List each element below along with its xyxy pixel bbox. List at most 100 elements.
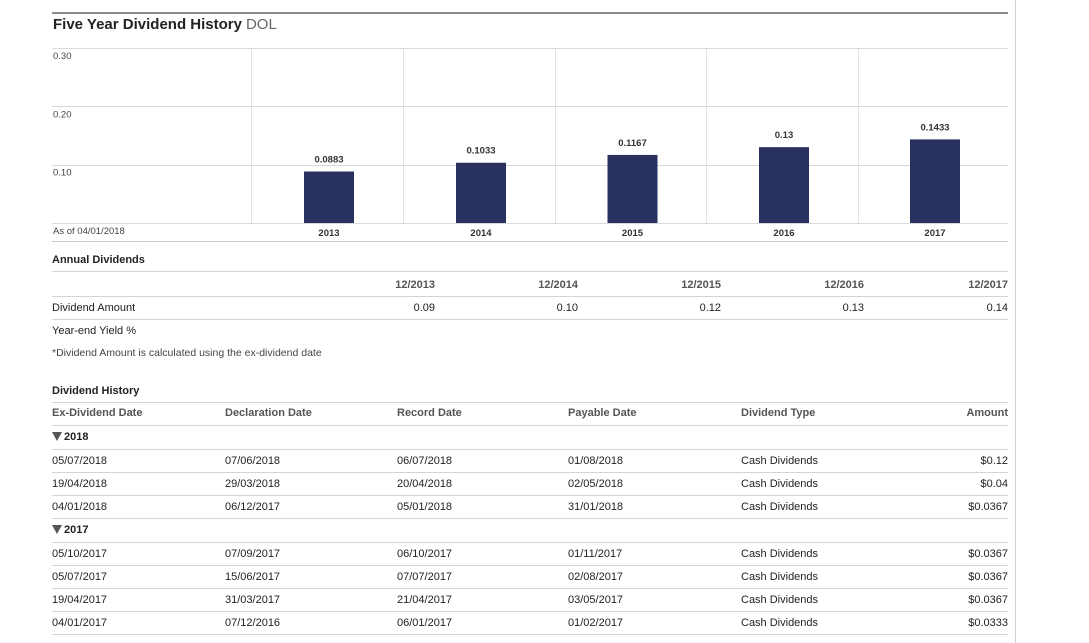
history-cell: 04/01/2018	[52, 501, 108, 513]
annual-dividends-heading: Annual Dividends	[52, 254, 145, 266]
row-divider	[52, 271, 1008, 272]
history-cell: Cash Dividends	[741, 617, 819, 629]
history-cell: 05/10/2017	[52, 548, 108, 560]
history-cell: Cash Dividends	[741, 594, 819, 606]
x-category-label: 2014	[470, 228, 492, 239]
history-cell: 03/05/2017	[568, 594, 624, 606]
history-amount: $0.0333	[968, 617, 1008, 629]
row-divider	[52, 449, 1008, 450]
history-cell: 19/04/2017	[52, 594, 108, 606]
collapse-triangle-icon	[52, 525, 62, 534]
history-cell: 15/06/2017	[225, 571, 281, 583]
annual-amount-value: 0.09	[413, 302, 435, 314]
title-text: Five Year Dividend History	[53, 16, 242, 33]
bar-value-label: 0.13	[775, 130, 794, 141]
year-group-toggle[interactable]: 2018	[52, 431, 88, 443]
row-divider	[52, 611, 1008, 612]
history-amount: $0.0367	[968, 594, 1008, 606]
content-panel	[1015, 0, 1016, 643]
year-group-toggle[interactable]: 2017	[52, 524, 88, 536]
history-cell: 02/05/2018	[568, 478, 624, 490]
history-amount: $0.0367	[968, 571, 1008, 583]
row-divider	[52, 542, 1008, 543]
row-divider	[52, 425, 1008, 426]
row-divider	[52, 634, 1008, 635]
dividend-note: *Dividend Amount is calculated using the…	[52, 347, 322, 359]
annual-column-header: 12/2013	[395, 279, 435, 291]
x-category-label: 2017	[924, 228, 945, 239]
history-cell: Cash Dividends	[741, 455, 819, 467]
history-amount: $0.0367	[968, 548, 1008, 560]
history-cell: 20/04/2018	[397, 478, 453, 490]
history-cell: 01/08/2018	[568, 455, 624, 467]
row-divider	[52, 402, 1008, 403]
y-tick-label: 0.10	[53, 168, 72, 179]
row-divider	[52, 296, 1008, 297]
history-cell: 06/10/2017	[397, 548, 453, 560]
annual-column-header: 12/2014	[538, 279, 578, 291]
history-amount: $0.04	[980, 478, 1008, 490]
bar	[607, 154, 658, 223]
annual-amount-value: 0.10	[556, 302, 578, 314]
history-cell: Cash Dividends	[741, 548, 819, 560]
x-category-label: 2015	[622, 228, 644, 239]
annual-column-header: 12/2015	[681, 279, 721, 291]
annual-amount-value: 0.13	[842, 302, 864, 314]
y-tick-label: 0.20	[53, 109, 72, 120]
history-column-header: Record Date	[397, 407, 462, 419]
history-cell: 01/11/2017	[568, 548, 623, 560]
row-divider	[52, 472, 1008, 473]
chart-as-of-label: As of 04/01/2018	[53, 226, 125, 237]
history-cell: 31/01/2018	[568, 501, 624, 513]
history-cell: Cash Dividends	[741, 571, 819, 583]
year-group-label: 2018	[64, 431, 89, 443]
bar	[759, 147, 809, 223]
row-divider	[52, 565, 1008, 566]
history-cell: 07/06/2018	[225, 455, 281, 467]
annual-amount-value: 0.12	[699, 302, 721, 314]
row-divider	[52, 588, 1008, 589]
title-rule	[52, 12, 1008, 14]
history-cell: 19/04/2018	[52, 478, 108, 490]
annual-amount-value: 0.14	[986, 302, 1008, 314]
dividend-amount-label: Dividend Amount	[52, 302, 136, 314]
history-cell: 21/04/2017	[397, 594, 453, 606]
history-cell: 05/07/2017	[52, 571, 108, 583]
history-column-header: Dividend Type	[741, 407, 816, 419]
bar-value-label: 0.1167	[618, 138, 647, 149]
history-amount: $0.0367	[968, 501, 1008, 513]
collapse-triangle-icon	[52, 432, 62, 441]
history-column-header: Declaration Date	[225, 407, 312, 419]
history-cell: 06/07/2018	[397, 455, 453, 467]
history-cell: 05/01/2018	[397, 501, 453, 513]
x-category-label: 2013	[318, 228, 339, 239]
history-cell: 07/12/2016	[225, 617, 281, 629]
history-cell: Cash Dividends	[741, 478, 819, 490]
dividend-history-heading: Dividend History	[52, 385, 140, 397]
year-group-label: 2017	[64, 524, 89, 536]
dividend-bar-chart: 0.30 0.20 0.10 As of 04/01/2018 0.0883 2013 0.…	[52, 48, 1008, 242]
annual-column-header: 12/2016	[824, 279, 864, 291]
row-divider	[52, 518, 1008, 519]
history-cell: Cash Dividends	[741, 501, 819, 513]
history-amount: $0.12	[980, 455, 1008, 467]
x-category-label: 2016	[773, 228, 794, 239]
bar	[910, 139, 960, 223]
history-cell: 07/07/2017	[397, 571, 453, 583]
history-column-header: Ex-Dividend Date	[52, 407, 143, 419]
history-cell: 05/07/2018	[52, 455, 108, 467]
history-cell: 06/12/2017	[225, 501, 281, 513]
year-end-yield-label: Year-end Yield %	[52, 325, 136, 337]
history-cell: 01/02/2017	[568, 617, 624, 629]
bar-value-label: 0.1433	[920, 122, 949, 133]
history-column-header: Amount	[966, 407, 1008, 419]
history-cell: 06/01/2017	[397, 617, 453, 629]
history-cell: 02/08/2017	[568, 571, 624, 583]
annual-column-header: 12/2017	[968, 279, 1008, 291]
ticker-symbol: DOL	[245, 16, 277, 33]
history-cell: 29/03/2018	[225, 478, 281, 490]
bar	[456, 162, 506, 223]
history-cell: 31/03/2017	[225, 594, 281, 606]
bar	[304, 171, 354, 223]
page-title: Five Year Dividend History DOL	[53, 16, 277, 33]
